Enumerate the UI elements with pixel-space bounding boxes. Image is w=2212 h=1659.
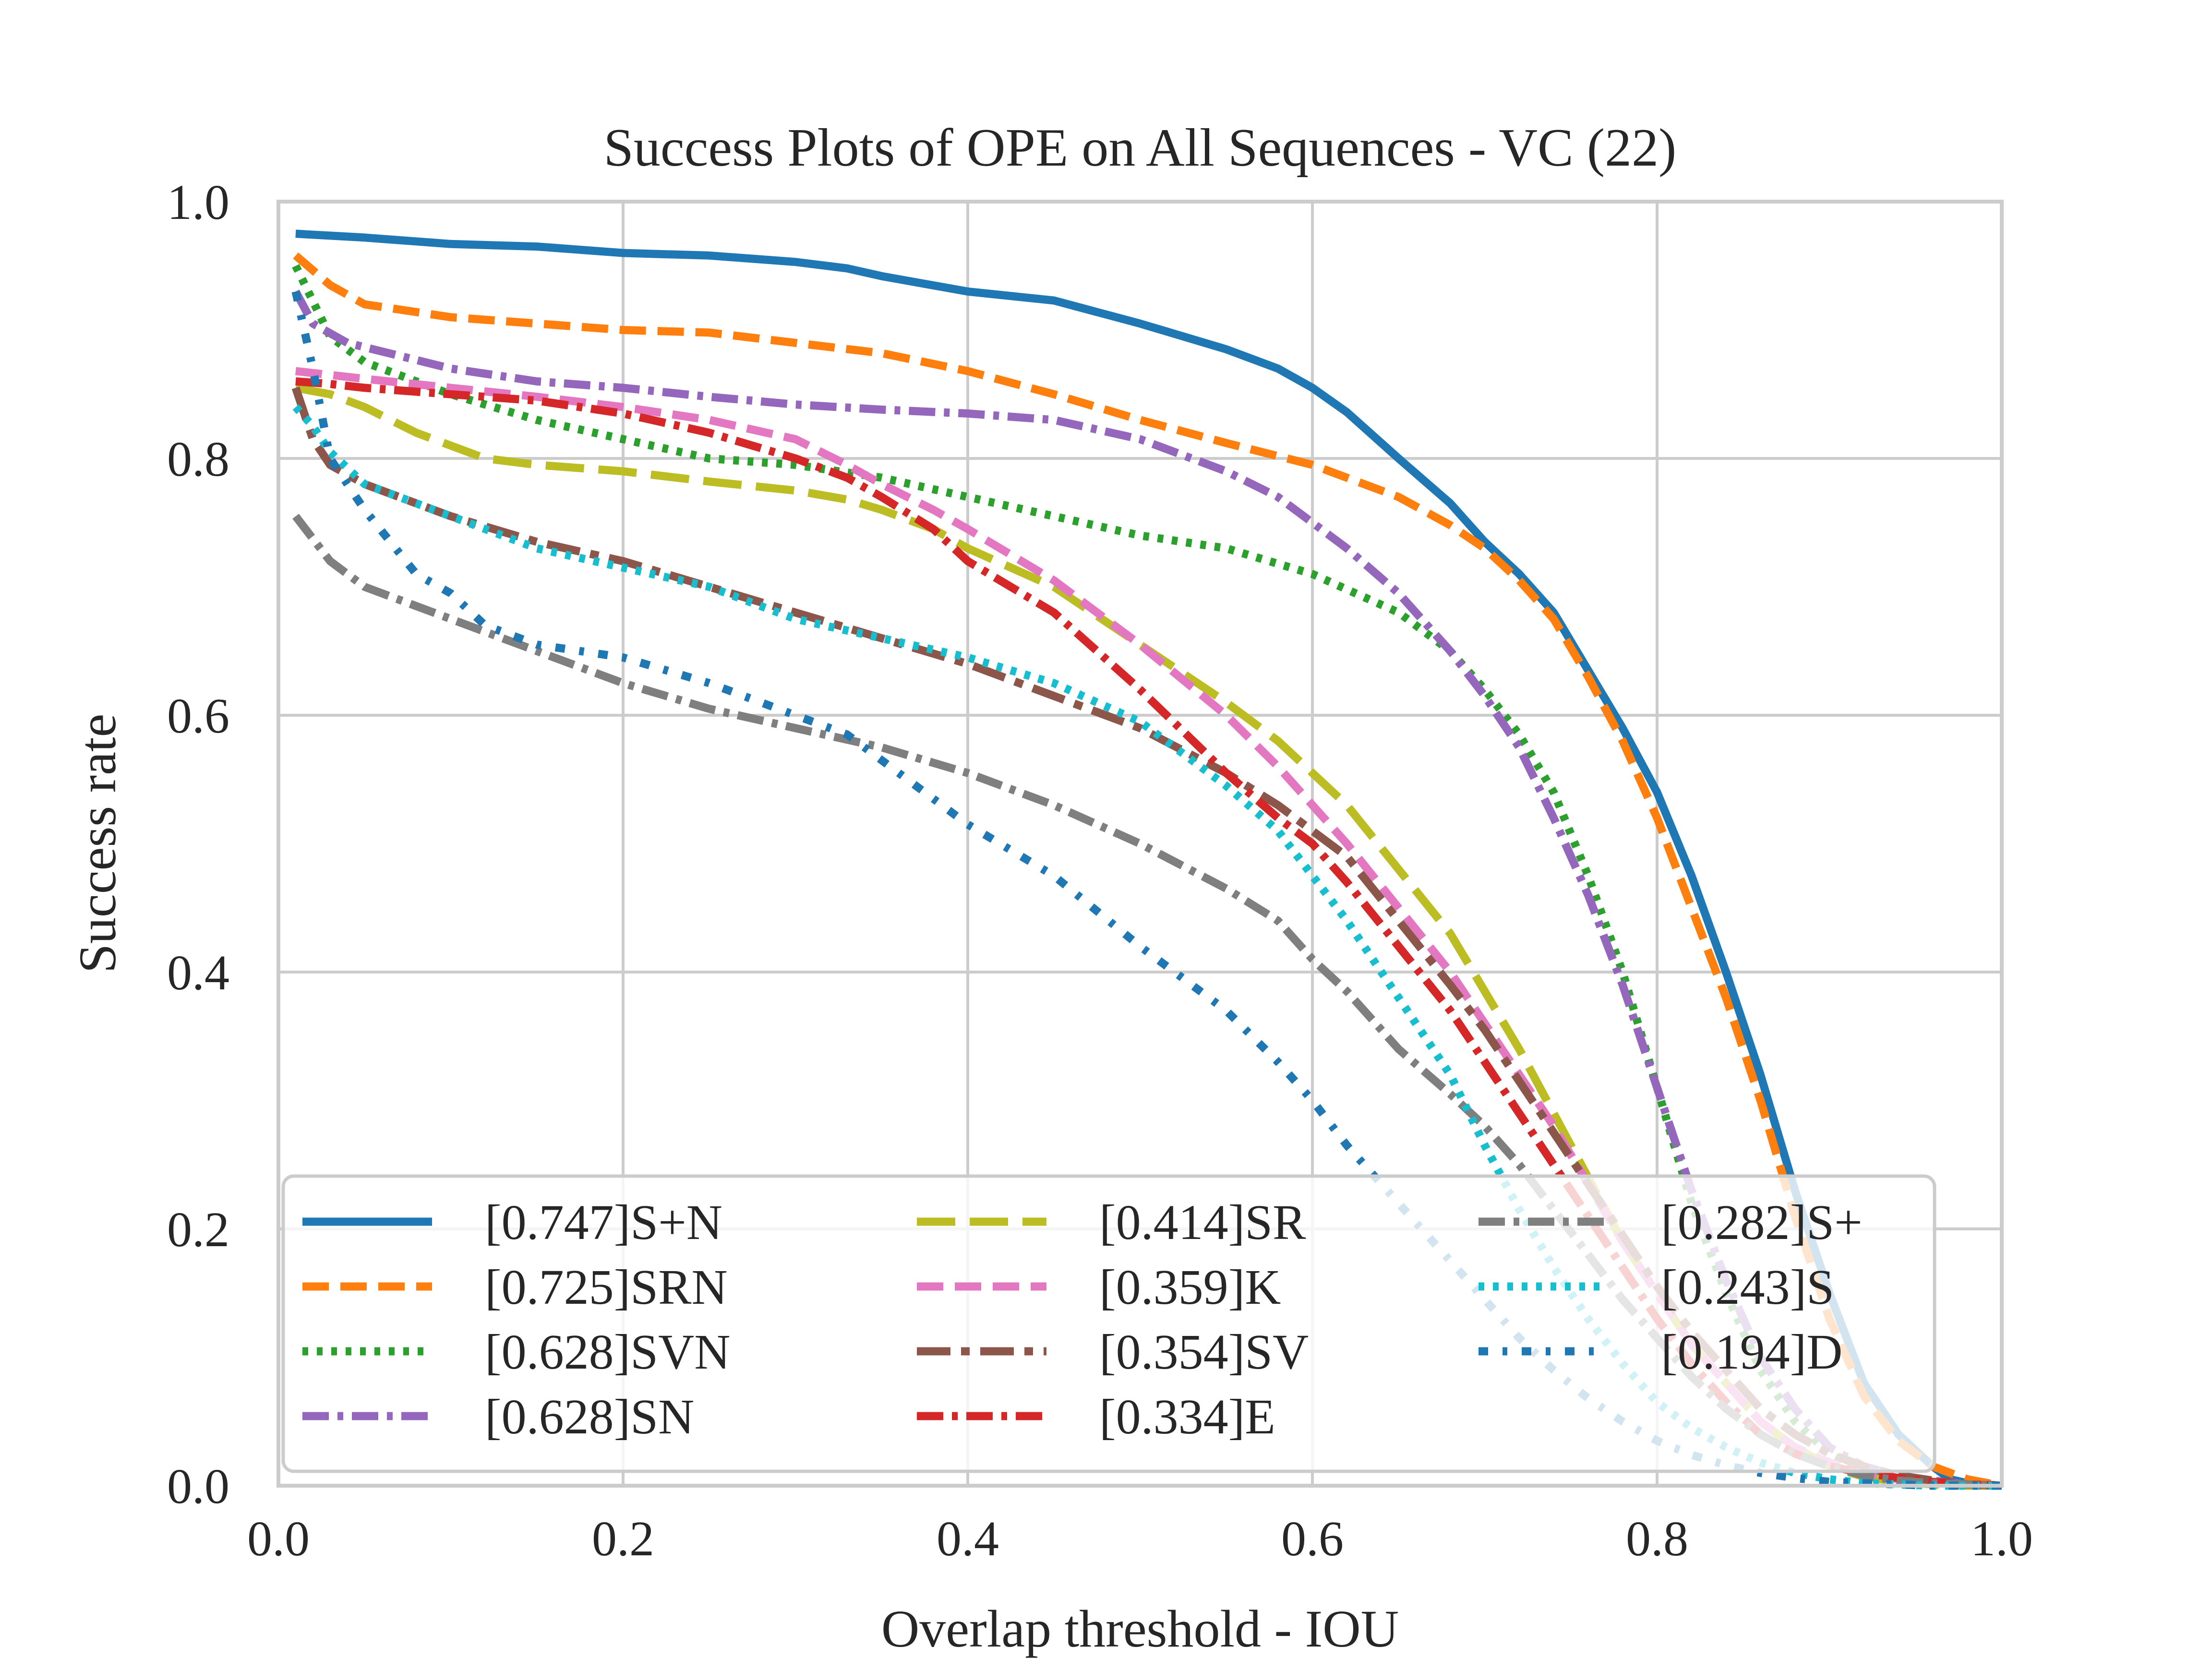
y-tick-label: 0.4 bbox=[167, 945, 229, 1000]
x-tick-label: 1.0 bbox=[1971, 1511, 2033, 1566]
legend-frame bbox=[281, 1174, 1936, 1473]
y-tick-label: 0.6 bbox=[167, 688, 229, 744]
plot-area-frame bbox=[276, 200, 2004, 1488]
y-tick-label: 1.0 bbox=[167, 175, 229, 230]
series-line-2 bbox=[293, 252, 2003, 1490]
x-tick-label: 0.8 bbox=[1626, 1511, 1688, 1566]
x-tick-label: 0.2 bbox=[592, 1511, 654, 1566]
legend-label: [0.414]SR bbox=[1099, 1195, 1306, 1250]
x-axis-title: Overlap threshold - IOU bbox=[881, 1599, 1399, 1658]
legend-label: [0.334]E bbox=[1099, 1389, 1275, 1444]
x-tick-label: 0.4 bbox=[937, 1511, 999, 1566]
legend-label: [0.243]S bbox=[1661, 1260, 1834, 1315]
series-line-11 bbox=[291, 290, 2002, 1490]
legend-label: [0.628]SVN bbox=[485, 1324, 730, 1380]
chart-title: Success Plots of OPE on All Sequences - … bbox=[604, 118, 1677, 178]
legend-label: [0.354]SV bbox=[1099, 1324, 1309, 1380]
y-tick-label: 0.2 bbox=[167, 1202, 229, 1257]
legend-label: [0.194]D bbox=[1661, 1324, 1842, 1380]
legend-label: [0.747]S+N bbox=[485, 1195, 722, 1250]
y-tick-labels: 0.0 0.2 0.4 0.6 0.8 1.0 bbox=[167, 175, 229, 1514]
y-axis-title: Success rate bbox=[68, 714, 127, 974]
series-line-3 bbox=[292, 264, 2002, 1490]
x-tick-label: 0.6 bbox=[1281, 1511, 1344, 1566]
x-tick-label: 0.0 bbox=[247, 1511, 310, 1566]
legend-label: [0.628]SN bbox=[485, 1389, 694, 1444]
series-line-10 bbox=[292, 404, 2002, 1490]
legend-label: [0.725]SRN bbox=[485, 1260, 728, 1315]
y-tick-label: 0.0 bbox=[167, 1459, 229, 1514]
y-tick-label: 0.8 bbox=[167, 432, 229, 487]
series-line-5 bbox=[295, 384, 2002, 1490]
legend-label: [0.359]K bbox=[1099, 1260, 1281, 1315]
legend: [0.747]S+N [0.725]SRN [0.628]SVN [0.628]SN [… bbox=[281, 1174, 1936, 1473]
x-tick-labels: 0.0 0.2 0.4 0.6 0.8 1.0 bbox=[247, 1511, 2033, 1566]
legend-label: [0.282]S+ bbox=[1661, 1195, 1863, 1250]
